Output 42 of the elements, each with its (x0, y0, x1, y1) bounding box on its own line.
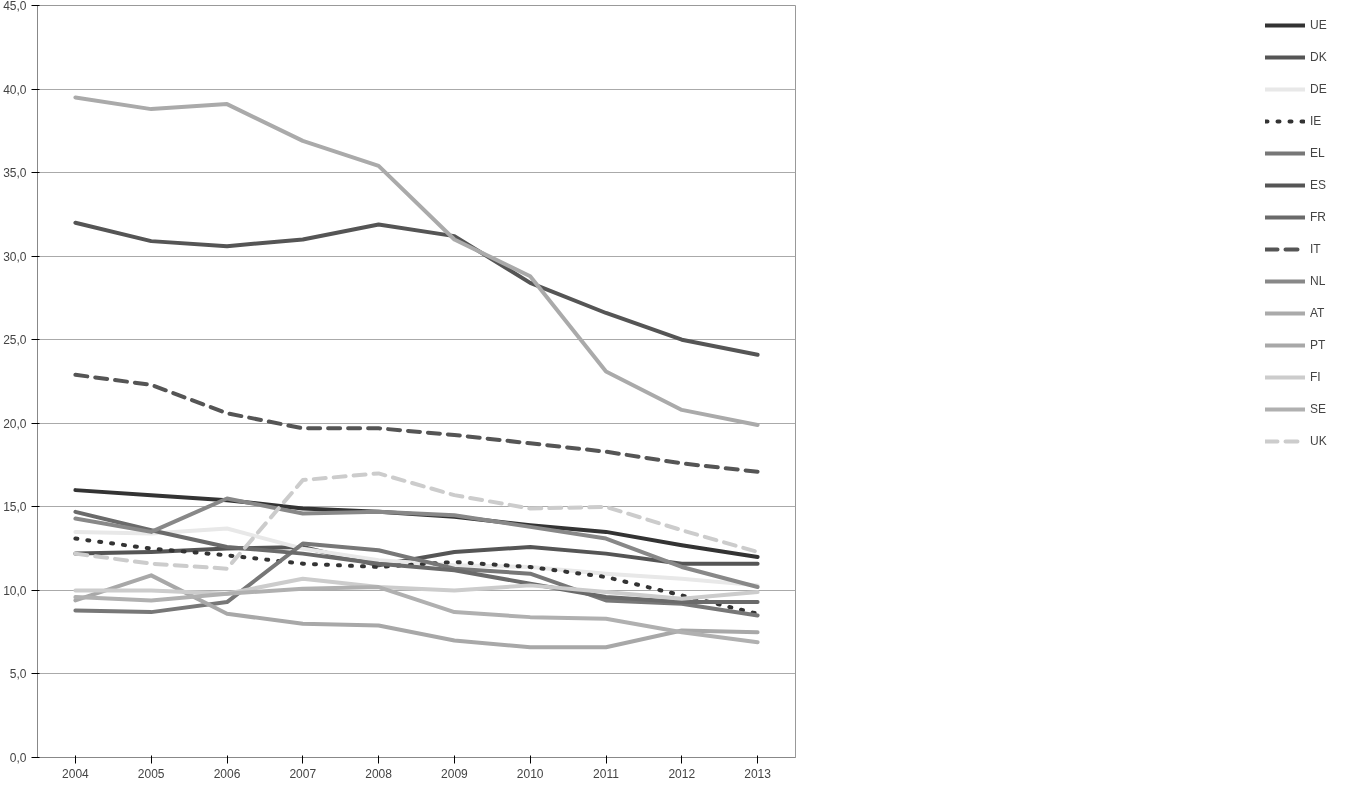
x-tick-label: 2004 (62, 766, 90, 781)
line-series (73, 95, 760, 427)
x-tick-label: 2012 (668, 766, 696, 781)
legend-label: UE (1310, 18, 1328, 32)
y-tick-label: 45,0 (3, 0, 27, 13)
legend-label: ES (1310, 178, 1327, 192)
legend-label: UK (1310, 434, 1328, 448)
line-series (73, 573, 760, 650)
x-tick-label: 2005 (137, 766, 165, 781)
y-tick-label: 20,0 (3, 416, 27, 431)
x-tick-label: 2007 (289, 766, 317, 781)
legend-label: DE (1310, 82, 1328, 96)
line-series (73, 509, 760, 605)
x-tick-label: 2008 (365, 766, 393, 781)
line-series (73, 220, 760, 357)
legend-label: DK (1310, 50, 1328, 64)
legend-label: PT (1310, 338, 1327, 352)
x-tick-label: 2011 (593, 766, 620, 781)
y-tick-label: 40,0 (3, 82, 27, 97)
line-series (73, 576, 760, 601)
y-tick-label: 25,0 (3, 333, 27, 348)
legend-label: IE (1310, 114, 1323, 128)
y-tick-label: 35,0 (3, 166, 27, 181)
legend-label: IT (1310, 242, 1322, 256)
x-tick-label: 2013 (744, 766, 772, 781)
legend-label: FR (1310, 210, 1327, 224)
y-tick-label: 30,0 (3, 249, 27, 264)
y-tick-label: 10,0 (3, 583, 27, 598)
legend-label: NL (1310, 274, 1327, 288)
y-tick-label: 15,0 (3, 500, 27, 515)
line-series (73, 471, 760, 571)
legend-label: AT (1310, 306, 1326, 320)
y-tick-label: 5,0 (9, 667, 27, 682)
x-tick-label: 2006 (213, 766, 241, 781)
legend-label: FI (1310, 370, 1322, 384)
legend-label: EL (1310, 146, 1326, 160)
x-tick-label: 2010 (516, 766, 544, 781)
line-series (73, 496, 760, 590)
y-tick-label: 0,0 (9, 751, 27, 765)
line-series (73, 372, 760, 474)
legend-label: SE (1310, 402, 1327, 416)
x-tick-label: 2009 (441, 766, 469, 781)
